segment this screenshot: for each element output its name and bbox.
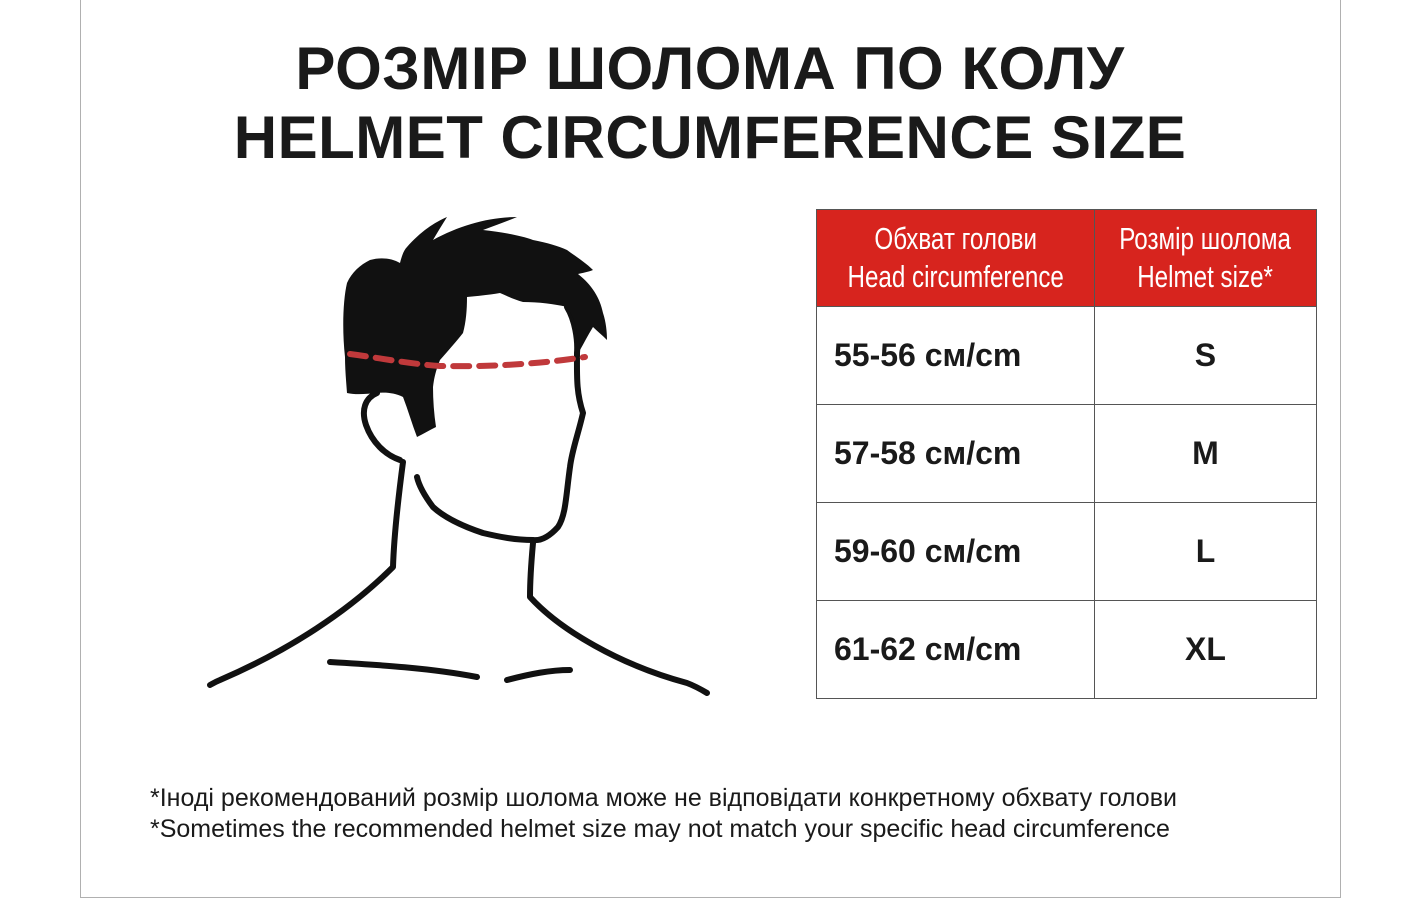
circumference-cell: 61-62 см/cm [815,600,1096,699]
circumference-cell: 55-56 см/cm [815,306,1096,405]
circumference-cell: 57-58 см/cm [815,404,1096,503]
footnote-ua: *Іноді рекомендований розмір шолома може… [150,784,1177,812]
collarbone-left [327,659,480,680]
neck-right [527,540,710,696]
header-label-ua: Обхват голови [874,221,1038,256]
circumference-cell: 59-60 см/cm [815,502,1096,601]
collarbone-right [504,667,573,683]
hair [343,217,607,437]
header-label-ua: Розмір шолома [1119,221,1292,256]
size-table: Обхват голови Head circumference Розмір ш… [815,209,1317,699]
size-cell: M [1094,404,1317,503]
size-cell: L [1094,502,1317,601]
table-row: 59-60 см/cm L [815,502,1317,601]
header-helmet-size: Розмір шолома Helmet size* [1094,209,1317,307]
size-cell: XL [1094,600,1317,699]
circumference-dashed-line [347,351,588,370]
size-cell: S [1094,306,1317,405]
footnote-en: *Sometimes the recommended helmet size m… [150,815,1170,843]
table-header-row: Обхват голови Head circumference Розмір ш… [815,209,1317,307]
header-label-en: Head circumference [847,259,1064,294]
head-illustration [207,217,710,696]
neck-left [207,459,406,688]
header-head-circumference: Обхват голови Head circumference [815,209,1096,307]
ear [360,390,403,463]
title-en: HELMET CIRCUMFERENCE SIZE [233,104,1187,171]
table-row: 61-62 см/cm XL [815,600,1317,699]
page-frame [80,0,1341,898]
table-row: 57-58 см/cm M [815,404,1317,503]
header-label-en: Helmet size* [1137,259,1274,294]
title-ua: РОЗМІР ШОЛОМА ПО КОЛУ [295,35,1125,102]
face-outline [414,304,586,544]
table-row: 55-56 см/cm S [815,306,1317,405]
